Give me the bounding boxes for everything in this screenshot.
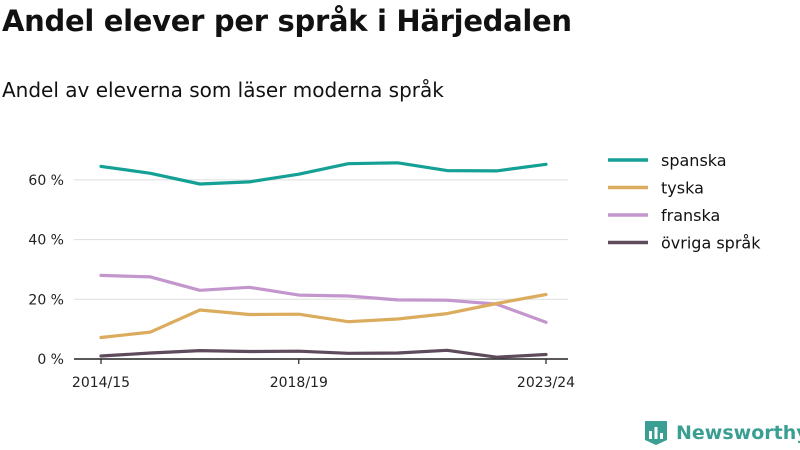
- series-line-franska: [99, 273, 548, 324]
- chart-subtitle: Andel av eleverna som läser moderna språ…: [2, 78, 444, 102]
- brand-name: Newsworthy: [676, 422, 800, 444]
- x-tick-label: 2014/15: [72, 375, 130, 391]
- y-tick-label: 60 %: [28, 173, 64, 189]
- series-lines: [99, 161, 548, 359]
- axes: 0 % 20 % 40 % 60 % 2014/15 2018/19 2023/24: [28, 173, 575, 391]
- series-line-spanska: [99, 161, 548, 186]
- bar-chart-flag-icon: [645, 421, 667, 445]
- y-tick-label: 20 %: [28, 292, 64, 308]
- legend-label: tyska: [661, 179, 704, 198]
- chart-title: Andel elever per språk i Härjedalen: [2, 4, 572, 38]
- series-line-övriga-språk: [99, 348, 548, 359]
- gridlines: [74, 179, 568, 300]
- y-tick-label: 0 %: [37, 352, 64, 368]
- y-tick-label: 40 %: [28, 233, 64, 249]
- legend-label: övriga språk: [661, 234, 761, 253]
- legend: spanska tyska franska övriga språk: [608, 151, 761, 253]
- x-tick-label: 2023/24: [517, 375, 575, 391]
- x-tick-label: 2018/19: [270, 375, 328, 391]
- legend-label: spanska: [661, 151, 727, 170]
- brand: Newsworthy: [644, 420, 800, 446]
- legend-label: franska: [661, 206, 720, 225]
- series-line-tyska: [99, 292, 548, 340]
